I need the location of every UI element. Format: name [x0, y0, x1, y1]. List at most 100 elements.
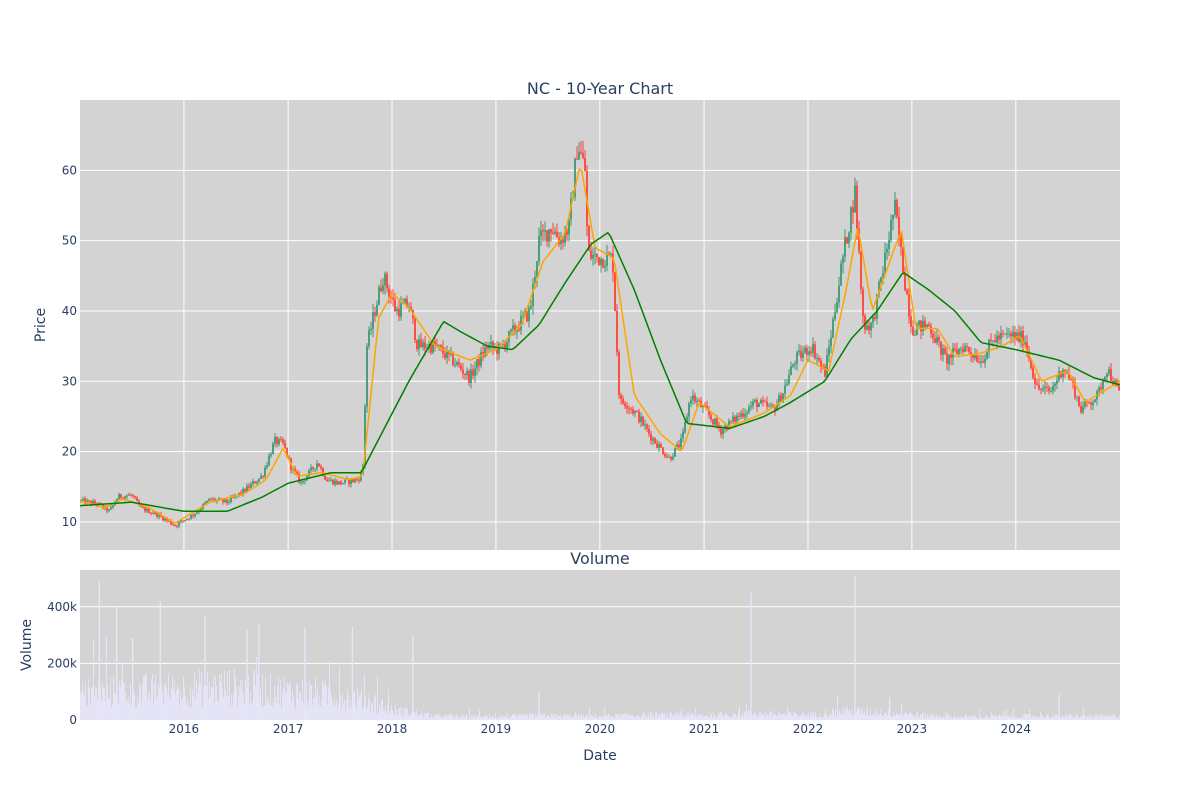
- candle-body: [262, 476, 264, 477]
- volume-bar: [634, 715, 635, 720]
- volume-bar: [932, 714, 933, 720]
- volume-bar: [720, 711, 721, 720]
- volume-bar: [468, 718, 469, 720]
- volume-bar: [961, 715, 962, 720]
- volume-bar: [944, 718, 945, 720]
- candle-body: [762, 399, 764, 402]
- volume-bar: [169, 695, 170, 720]
- moving-average-lines: [79, 168, 1121, 524]
- volume-bar: [406, 707, 407, 720]
- candle-body: [286, 447, 288, 457]
- volume-bar: [577, 716, 578, 720]
- volume-bar: [119, 681, 120, 720]
- candle-body: [406, 298, 408, 307]
- candle-body: [530, 305, 532, 308]
- volume-bar: [461, 714, 462, 720]
- candle-body: [1044, 386, 1046, 389]
- volume-bar: [364, 674, 365, 720]
- volume-bar: [1093, 715, 1094, 720]
- volume-bar: [405, 707, 406, 720]
- volume-bar: [995, 714, 996, 720]
- volume-bar: [766, 716, 767, 720]
- volume-bar: [279, 704, 280, 720]
- volume-bar: [224, 670, 225, 720]
- volume-bar: [407, 708, 408, 720]
- candle-body: [112, 505, 114, 508]
- volume-bar: [860, 714, 861, 720]
- volume-y-tick-label: 400k: [47, 600, 77, 614]
- volume-bar: [907, 714, 908, 720]
- volume-bar: [804, 715, 805, 720]
- volume-bar: [424, 713, 425, 720]
- volume-bar: [323, 682, 324, 720]
- volume-bar: [542, 716, 543, 720]
- volume-bar: [740, 716, 741, 720]
- candle-body: [526, 311, 528, 322]
- volume-bar: [426, 713, 427, 720]
- volume-bar: [958, 716, 959, 720]
- volume-bar: [353, 691, 354, 720]
- volume-bar: [108, 697, 109, 720]
- volume-bar: [670, 712, 671, 720]
- candle-body: [694, 395, 696, 402]
- volume-bar: [654, 717, 655, 720]
- volume-bar: [342, 693, 343, 720]
- volume-bar: [327, 705, 328, 720]
- candle-body: [388, 288, 390, 297]
- volume-bar: [922, 712, 923, 720]
- volume-bar: [562, 715, 563, 720]
- candle-body: [358, 479, 360, 481]
- candle-body: [1088, 402, 1090, 404]
- volume-bar: [698, 714, 699, 720]
- candle-body: [1050, 390, 1052, 392]
- candle-body: [910, 316, 912, 327]
- volume-bar: [993, 716, 994, 720]
- volume-bar: [1036, 716, 1037, 720]
- candle-body: [350, 479, 352, 485]
- volume-bar: [1063, 716, 1064, 720]
- volume-bar: [1083, 707, 1084, 720]
- volume-bar: [234, 668, 235, 720]
- volume-bar: [83, 691, 84, 720]
- volume-bar: [1052, 715, 1053, 720]
- volume-bar: [1001, 715, 1002, 720]
- candle-body: [782, 393, 784, 403]
- candle-body: [328, 480, 330, 482]
- candle-body: [506, 341, 508, 349]
- volume-bar: [550, 717, 551, 720]
- volume-bar: [506, 717, 507, 720]
- candle-body: [672, 456, 674, 460]
- candle-body: [418, 339, 420, 349]
- candle-body: [814, 344, 816, 359]
- volume-bar: [952, 718, 953, 720]
- volume-bar: [419, 715, 420, 720]
- volume-bar: [691, 713, 692, 720]
- candle-body: [480, 352, 482, 366]
- candle-body: [890, 219, 892, 241]
- candle-body: [168, 520, 170, 522]
- volume-bar: [864, 711, 865, 720]
- volume-bar: [632, 714, 633, 720]
- volume-bar: [823, 717, 824, 720]
- volume-bar: [953, 716, 954, 720]
- candle-body: [454, 364, 456, 366]
- candle-body: [242, 488, 244, 494]
- candle-body: [1058, 371, 1060, 381]
- candle-body: [678, 444, 680, 448]
- volume-bar: [446, 715, 447, 720]
- volume-bar: [521, 713, 522, 720]
- volume-bar: [515, 715, 516, 720]
- candle-body: [148, 508, 150, 514]
- candle-body: [126, 495, 128, 497]
- volume-bar: [843, 715, 844, 720]
- candle-body: [860, 251, 862, 290]
- volume-bar: [272, 702, 273, 720]
- volume-bar: [110, 678, 111, 720]
- candle-body: [650, 433, 652, 441]
- candle-body: [300, 482, 302, 483]
- volume-bar: [410, 715, 411, 720]
- volume-bar: [897, 714, 898, 720]
- candle-body: [608, 253, 610, 255]
- candle-body: [990, 339, 992, 341]
